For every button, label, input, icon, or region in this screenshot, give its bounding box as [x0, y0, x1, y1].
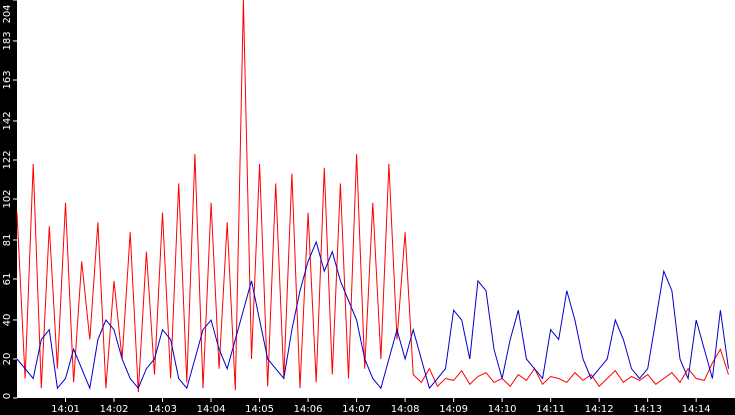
x-tick-label: 14:12: [585, 404, 614, 415]
y-tick-label: 183: [2, 31, 13, 50]
series-line: [16, 240, 729, 391]
y-axis-strip: [0, 0, 17, 415]
series-line: [16, 0, 729, 393]
y-tick-label: 40: [2, 314, 13, 327]
x-tick-label: 14:04: [197, 404, 226, 415]
x-tick-label: 14:06: [294, 404, 323, 415]
x-axis-strip: [0, 398, 735, 415]
y-tick-label: 204: [2, 4, 13, 23]
x-tick-label: 14:14: [682, 404, 711, 415]
y-tick-label: 81: [2, 234, 13, 247]
x-tick-label: 14:13: [633, 404, 662, 415]
y-tick-label: 20: [2, 353, 13, 366]
x-tick-label: 14:05: [245, 404, 274, 415]
x-tick-label: 14:10: [488, 404, 517, 415]
x-tick-label: 14:08: [391, 404, 420, 415]
x-tick-label: 14:01: [51, 404, 80, 415]
x-tick-label: 14:11: [536, 404, 565, 415]
x-tick-label: 14:09: [439, 404, 468, 415]
y-tick-label: 122: [2, 150, 13, 169]
y-tick-label: 142: [2, 111, 13, 130]
y-tick-label: 0: [2, 393, 13, 399]
x-tick-label: 14:07: [342, 404, 371, 415]
x-tick-label: 14:02: [100, 404, 129, 415]
y-tick-label: 163: [2, 70, 13, 89]
y-tick-label: 61: [2, 273, 13, 286]
y-tick-label: 102: [2, 189, 13, 208]
x-tick-label: 14:03: [148, 404, 177, 415]
